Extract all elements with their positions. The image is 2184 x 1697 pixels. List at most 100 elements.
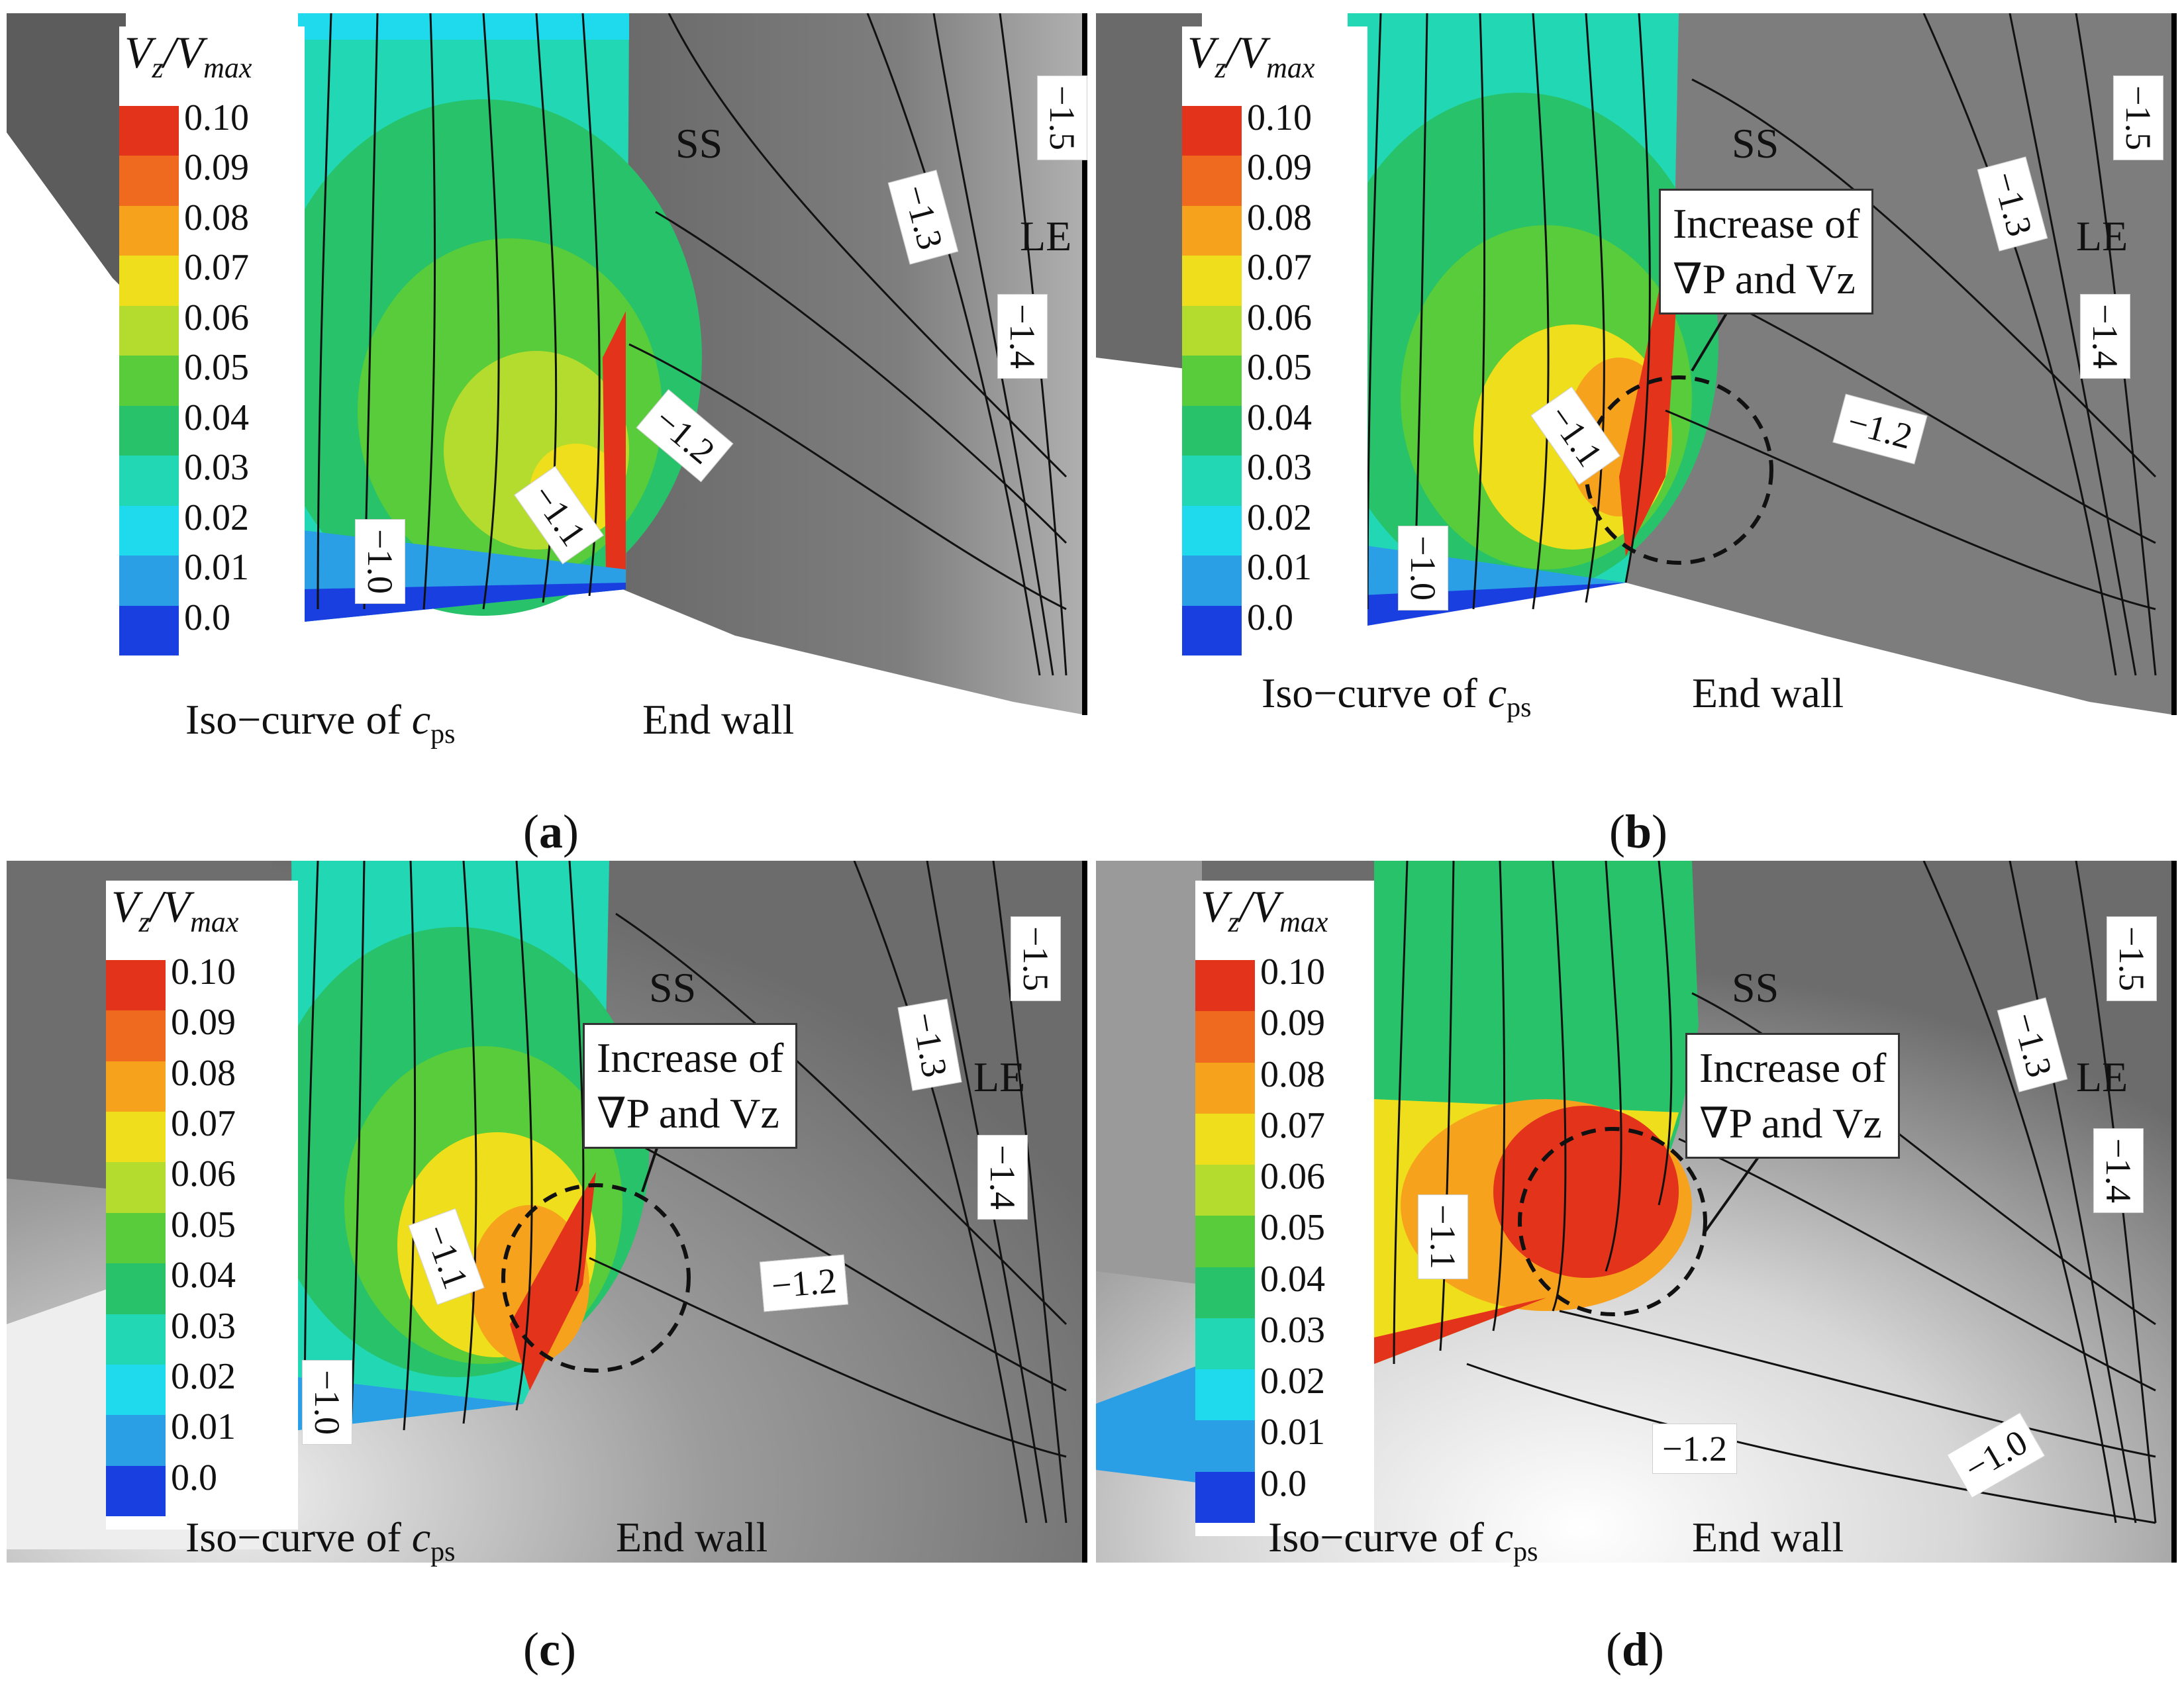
iso-curve-label: Iso−curve of cps [185,696,456,750]
colorbar-level-label: 0.03 [171,1305,236,1347]
contour-label-1-2: −1.2 [1652,1424,1737,1474]
iso-curve-label: Iso−curve of cps [185,1514,456,1567]
colorbar-swatch [106,1212,166,1264]
colorbar-d: Vz/Vmax 0.10 0.09 0.08 0.07 0.06 0.05 0.04 0.03… [1195,881,1374,1536]
colorbar-level-label: 0.0 [1247,597,1293,638]
contour-label-1-2: −1.2 [759,1254,849,1312]
contour-label-1-5: −1.5 [1010,916,1061,1001]
colorbar-swatch [119,356,179,406]
colorbar-swatch [119,305,179,356]
ss-label: SS [649,964,697,1011]
contour-label-1-0: −1.0 [354,519,405,604]
ss-label: SS [1732,120,1779,167]
colorbar-swatch [106,1010,166,1061]
colorbar-level-label: 0.05 [1260,1207,1325,1249]
colorbar-swatch [106,960,166,1011]
colorbar-level-label: 0.02 [1260,1361,1325,1402]
colorbar-swatch [119,156,179,206]
colorbar-level-label: 0.06 [1247,297,1312,338]
colorbar-swatch [1195,1011,1255,1063]
colorbar-swatch [106,1112,166,1163]
colorbar-level-label: 0.05 [171,1204,236,1245]
colorbar-swatch [119,605,179,655]
contour-label-1-4: −1.4 [977,1135,1028,1220]
colorbar-swatch [106,1263,166,1314]
contour-label-1-0: −1.0 [301,1360,352,1445]
colorbar-level-label: 0.07 [1247,247,1312,289]
colorbar-level-label: 0.04 [1247,397,1312,438]
colorbar-level-label: 0.06 [1260,1156,1325,1198]
panel-label-d: (d) [1606,1623,1665,1676]
colorbar-swatch [106,1415,166,1466]
contour-label-1-4: −1.4 [2093,1128,2144,1213]
colorbar-level-label: 0.0 [184,597,230,638]
callout-d: Increase of ∇P and Vz [1685,1033,1901,1159]
colorbar-level-label: 0.01 [1260,1412,1325,1453]
colorbar-swatch [106,1364,166,1416]
colorbar-swatch [1182,456,1242,506]
panel-d: Vz/Vmax 0.10 0.09 0.08 0.07 0.06 0.05 0.04 0.03… [1096,861,2182,1695]
colorbar-swatch [119,205,179,256]
colorbar-swatch [106,1162,166,1213]
colorbar-level-label: 0.02 [184,497,249,538]
colorbar-title: Vz/Vmax [124,27,252,84]
colorbar-level-label: 0.10 [1260,951,1325,993]
colorbar-swatch [1182,106,1242,156]
callout-c: Increase of ∇P and Vz [583,1023,798,1149]
colorbar-swatch [1182,556,1242,606]
colorbar-b: Vz/Vmax 0.10 0.09 0.08 0.07 0.06 0.05 0.04 0.03… [1182,26,1367,669]
colorbar-level-label: 0.08 [184,197,249,238]
colorbar-swatch [1195,1471,1255,1523]
iso-curve-label: Iso−curve of cps [1268,1514,1538,1567]
colorbar-swatch [1195,1216,1255,1267]
colorbar-level-label: 0.02 [1247,497,1312,538]
colorbar-swatch [119,405,179,456]
colorbar-level-label: 0.03 [184,447,249,489]
panel-label-c: (c) [523,1623,576,1676]
contour-label-1-4: −1.4 [2079,294,2130,379]
colorbar-swatch [119,556,179,606]
colorbar-swatch [1195,1113,1255,1165]
colorbar-title: Vz/Vmax [1201,881,1328,938]
colorbar-swatch [1195,1318,1255,1370]
panel-c: Vz/Vmax 0.10 0.09 0.08 0.07 0.06 0.05 0.04 0.03… [7,861,1093,1695]
colorbar-title: Vz/Vmax [111,881,239,938]
colorbar-level-label: 0.0 [171,1457,217,1498]
colorbar-swatch [119,456,179,506]
colorbar-swatch [1182,256,1242,306]
colorbar-level-label: 0.09 [1247,147,1312,189]
colorbar-level-label: 0.09 [1260,1002,1325,1044]
colorbar-level-label: 0.02 [171,1355,236,1397]
panel-b: Vz/Vmax 0.10 0.09 0.08 0.07 0.06 0.05 0.04 0.03… [1096,13,2182,858]
colorbar-level-label: 0.01 [1247,547,1312,589]
end-wall-label: End wall [616,1514,768,1561]
colorbar-level-label: 0.03 [1247,447,1312,489]
colorbar-level-label: 0.08 [1247,197,1312,238]
le-label: LE [973,1053,1026,1100]
colorbar-swatch [1182,205,1242,256]
colorbar-level-label: 0.04 [171,1255,236,1296]
panel-a: Vz/Vmax 0.10 0.09 0.08 0.07 0.06 0.05 0.04 0.03… [7,13,1093,858]
colorbar-level-label: 0.04 [1260,1258,1325,1300]
colorbar-swatch [1195,1165,1255,1216]
end-wall-label: End wall [642,696,795,743]
colorbar-swatch [1182,505,1242,556]
colorbar-swatch [106,1465,166,1516]
colorbar-swatch [1182,156,1242,206]
end-wall-label: End wall [1692,669,1844,716]
panel-label-b: (b) [1609,805,1668,858]
callout-b: Increase of ∇P and Vz [1659,189,1874,315]
colorbar-swatch [1195,1420,1255,1472]
colorbar-level-label: 0.05 [1247,347,1312,389]
colorbar-level-label: 0.01 [184,547,249,589]
contour-label-1-5: −1.5 [2106,916,2157,1001]
le-label: LE [1020,213,1072,260]
colorbar-swatch [1182,605,1242,655]
colorbar-level-label: 0.03 [1260,1309,1325,1351]
colorbar-swatch [1182,305,1242,356]
colorbar-swatch [106,1061,166,1112]
colorbar-swatch [1195,1062,1255,1114]
colorbar-level-label: 0.08 [1260,1053,1325,1095]
colorbar-swatch [1182,356,1242,406]
colorbar-level-label: 0.10 [171,951,236,993]
